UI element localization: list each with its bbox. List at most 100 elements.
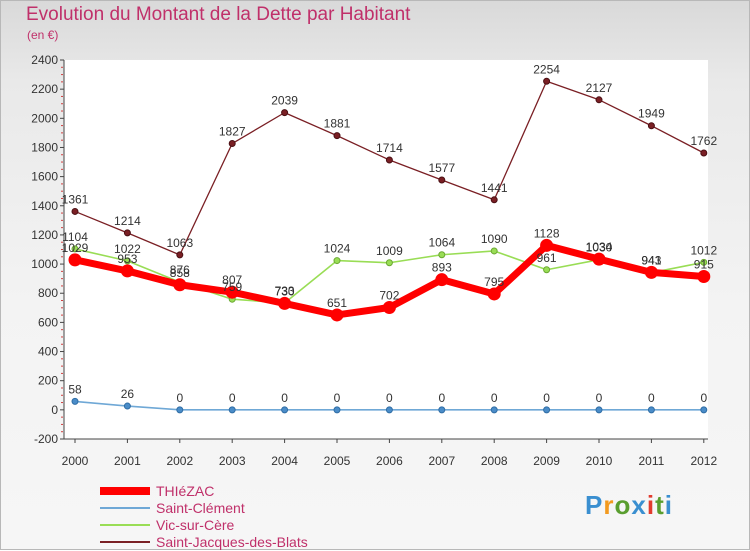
y-tick-label: -200 [34,432,58,446]
data-point [176,251,184,259]
data-label: 0 [386,391,393,405]
logo-letter: r [603,490,615,520]
data-label: 1063 [166,236,193,250]
legend-label: Saint-Clément [156,500,245,516]
data-label: 1030 [586,241,613,255]
x-tick-label: 2003 [219,454,246,468]
data-label: 0 [700,391,707,405]
data-point [71,207,79,215]
x-tick-label: 2010 [586,454,613,468]
data-point [595,406,603,414]
x-tick-label: 2007 [428,454,455,468]
legend-swatch [100,507,150,509]
x-tick-label: 2005 [324,454,351,468]
data-label: 0 [229,391,236,405]
data-point [540,238,554,252]
data-label: 0 [334,391,341,405]
x-tick-label: 2000 [62,454,89,468]
data-point [225,285,239,299]
data-label: 2254 [533,62,560,76]
x-tick-label: 2009 [533,454,560,468]
data-label: 0 [596,391,603,405]
data-label: 651 [327,296,347,310]
data-point [487,287,501,301]
legend-label: Saint-Jacques-des-Blats [156,534,308,550]
legend-item: Saint-Jacques-des-Blats [100,534,360,551]
data-point [173,278,187,292]
logo-letter: i [664,490,673,520]
legend-swatch [100,524,150,526]
y-tick-label: 800 [38,286,58,300]
y-tick-label: 2000 [31,111,58,125]
data-point [592,252,606,266]
data-label: 2039 [271,94,298,108]
x-tick-label: 2004 [271,454,298,468]
x-tick-label: 2012 [690,454,717,468]
data-point [700,406,708,414]
data-point [330,308,344,322]
data-label: 733 [275,284,295,298]
y-tick-label: 1400 [31,199,58,213]
data-label: 961 [537,251,557,265]
y-tick-label: 1600 [31,170,58,184]
data-point [228,406,236,414]
x-tick-label: 2011 [638,454,664,468]
data-point [697,269,711,283]
x-tick-label: 2006 [376,454,403,468]
data-point [123,257,131,265]
y-tick-label: 200 [38,374,58,388]
data-point [700,258,708,266]
legend-label: Vic-sur-Cère [156,517,235,533]
data-point [278,296,292,310]
data-point [647,122,655,130]
data-label: 1090 [481,232,508,246]
data-label: 1034 [586,240,613,254]
legend-label: THIéZAC [156,483,215,499]
y-tick-label: 1800 [31,140,58,154]
plot-area [64,60,708,439]
data-point [543,406,551,414]
data-label: 26 [121,387,135,401]
data-label: 0 [491,391,498,405]
logo-letter: t [655,490,665,520]
data-point [543,77,551,85]
data-label: 1441 [481,181,508,195]
data-label: 0 [176,391,183,405]
data-point [120,264,134,278]
data-point [123,229,131,237]
data-point [490,196,498,204]
data-label: 1762 [690,134,717,148]
legend-item: THIéZAC [100,483,360,500]
data-point [333,257,341,265]
data-label: 0 [648,391,655,405]
y-tick-label: 2400 [31,53,58,67]
data-label: 1949 [638,107,665,121]
data-point [281,406,289,414]
proxiti-logo: Proxiti [585,490,673,521]
data-point [71,245,79,253]
data-label: 730 [275,284,295,298]
data-point [490,247,498,255]
data-label: 1577 [428,161,455,175]
data-label: 876 [170,263,190,277]
y-tick-label: 1000 [31,257,58,271]
data-point [281,109,289,117]
data-label: 1128 [534,226,560,240]
data-label: 1012 [690,243,717,257]
data-label: 807 [222,273,242,287]
y-tick-label: 0 [51,403,58,417]
data-point [333,132,341,140]
logo-letter: o [614,490,632,520]
data-point [382,301,396,315]
data-point [68,253,82,267]
data-label: 1361 [62,192,89,206]
data-label: 759 [222,280,242,294]
data-label: 893 [432,261,452,275]
y-tick-label: 600 [38,315,58,329]
x-tick-label: 2008 [481,454,508,468]
data-label: 1022 [114,242,141,256]
data-point [700,149,708,157]
data-label: 1024 [324,242,351,256]
data-label: 943 [641,253,661,267]
data-point [438,406,446,414]
